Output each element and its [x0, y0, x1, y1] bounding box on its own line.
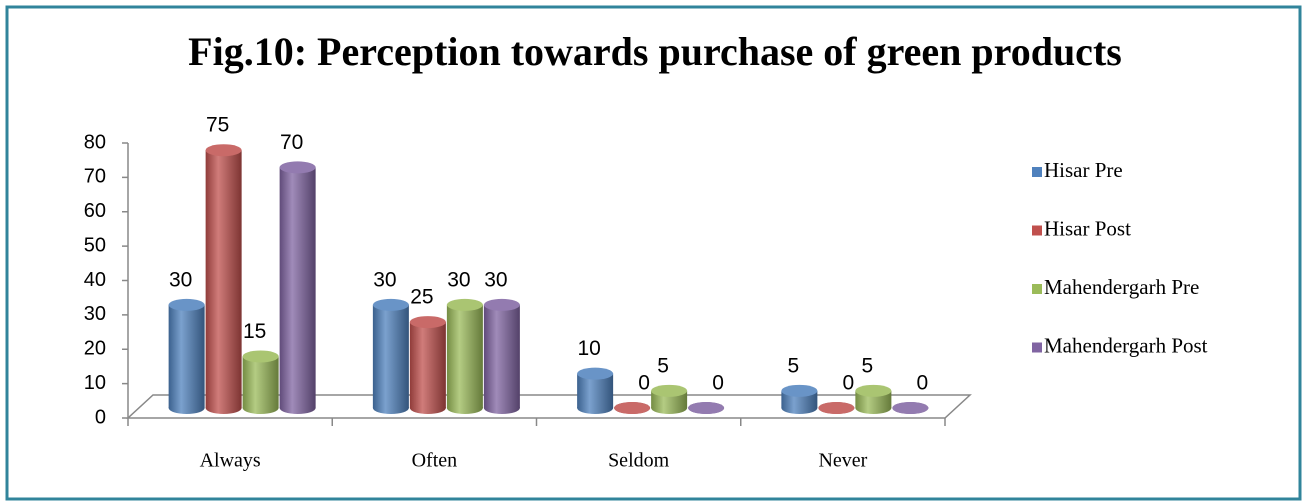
bar-top	[409, 316, 446, 329]
x-tick-label: Always	[200, 450, 261, 472]
data-label: 15	[243, 320, 266, 343]
bar-top	[205, 144, 242, 157]
bar-top	[242, 350, 279, 363]
data-label: 0	[712, 372, 724, 395]
bar	[242, 356, 279, 408]
data-label: 25	[410, 286, 433, 309]
data-label: 0	[638, 372, 650, 395]
y-tick-label: 30	[84, 303, 106, 325]
data-label: 70	[280, 131, 303, 154]
y-tick-label: 20	[84, 338, 106, 360]
data-label: 0	[917, 372, 929, 395]
bar-top	[614, 402, 651, 414]
data-label: 5	[657, 354, 669, 377]
x-tick-label: Never	[818, 450, 867, 472]
y-tick-label: 50	[84, 234, 106, 256]
bar	[446, 304, 483, 408]
bar	[168, 304, 205, 408]
bar-top	[781, 384, 818, 397]
bar-top	[651, 384, 688, 397]
bar	[409, 322, 446, 408]
bar-top	[818, 402, 855, 414]
bar-top	[372, 298, 409, 311]
floor	[126, 394, 972, 419]
bar-top	[446, 298, 483, 311]
y-tick-label: 70	[84, 166, 106, 188]
data-label: 30	[169, 268, 192, 291]
y-tick-label: 40	[84, 269, 106, 291]
legend-swatch	[1032, 342, 1042, 353]
bar-top	[483, 298, 520, 311]
data-label: 0	[843, 372, 855, 395]
data-label: 75	[206, 114, 229, 137]
y-tick-label: 0	[95, 406, 106, 428]
data-label: 10	[577, 337, 600, 360]
legend-swatch	[1032, 225, 1042, 236]
bar-top	[168, 298, 205, 311]
y-tick-label: 10	[84, 372, 106, 394]
bar	[205, 150, 242, 408]
x-tick-label: Seldom	[608, 450, 670, 472]
chart-title: Fig.10: Perception towards purchase of g…	[188, 29, 1122, 74]
legend-label: Mahendergarh Pre	[1044, 275, 1199, 299]
legend-label: Hisar Pre	[1044, 158, 1123, 182]
bar	[279, 167, 316, 408]
legend-swatch	[1032, 167, 1042, 177]
x-tick-label: Often	[412, 450, 458, 472]
bar-top	[855, 384, 892, 397]
bar-top	[892, 402, 929, 414]
bar-top	[577, 367, 614, 380]
legend-label: Hisar Post	[1044, 216, 1131, 240]
data-label: 30	[484, 268, 507, 291]
frame	[5, 5, 1302, 501]
data-label: 5	[862, 354, 874, 377]
data-label: 30	[373, 268, 396, 291]
legend-swatch	[1032, 284, 1042, 294]
bar	[372, 304, 409, 408]
data-label: 30	[447, 268, 470, 291]
bar-top	[688, 402, 725, 414]
data-label: 5	[788, 354, 800, 377]
bar	[483, 304, 520, 408]
y-tick-label: 80	[84, 131, 106, 153]
legend-label: Mahendergarh Post	[1044, 333, 1208, 357]
bar-top	[279, 161, 316, 174]
y-tick-label: 60	[84, 200, 106, 222]
